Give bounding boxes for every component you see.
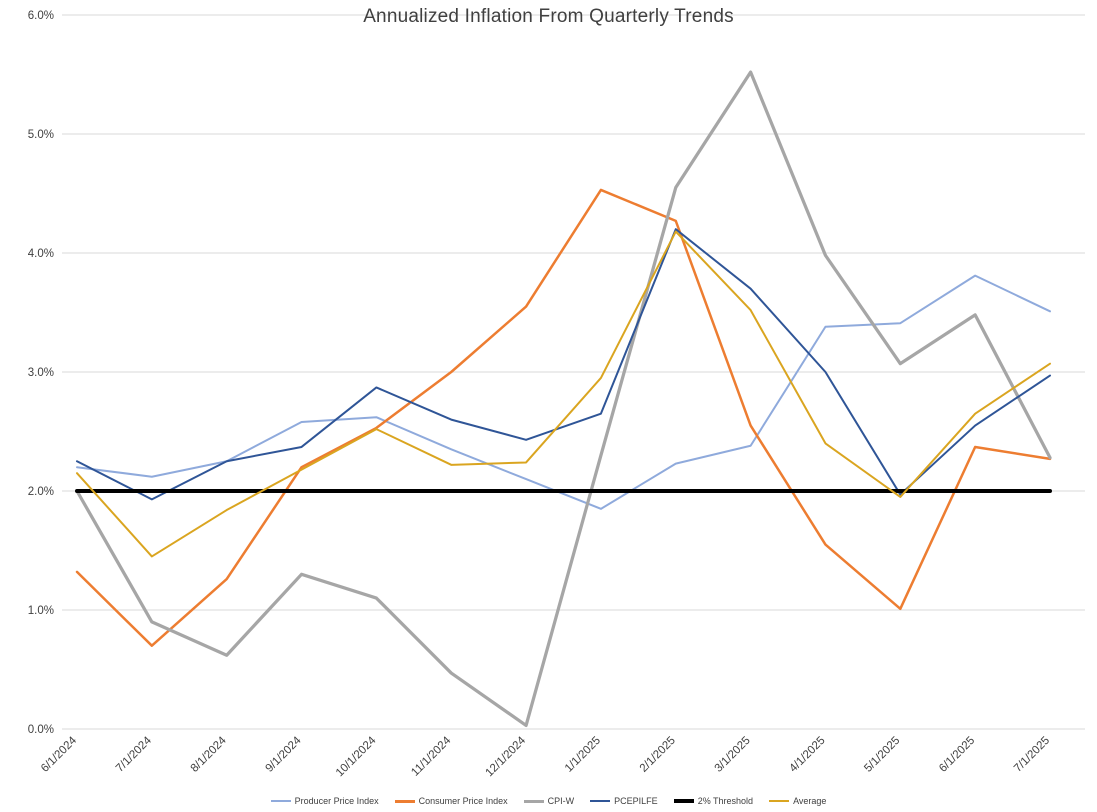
x-axis-tick-label: 2/1/2025 [638, 735, 678, 775]
legend-item-average: Average [769, 796, 826, 806]
legend-item-pcepilfe: PCEPILFE [590, 796, 658, 806]
series-line-average [76, 230, 1051, 558]
legend-item-cpi-w: CPI-W [523, 796, 575, 806]
series-line-pcepilfe [76, 228, 1051, 501]
y-axis-tick-label: 5.0% [28, 129, 54, 141]
x-axis-tick-label: 6/1/2024 [39, 734, 80, 775]
x-axis-tick-label: 6/1/2025 [937, 735, 977, 775]
legend-label: Consumer Price Index [418, 796, 508, 806]
series-line-cpi-w [75, 70, 1052, 728]
legend-label: 2% Threshold [697, 796, 754, 806]
series-line-consumer-price-index [75, 188, 1052, 647]
chart-legend: Producer Price Index Consumer Price Index… [0, 796, 1097, 806]
y-axis-tick-label: 1.0% [28, 605, 54, 617]
y-axis-tick-label: 3.0% [28, 367, 54, 379]
legend-swatch [590, 800, 611, 802]
x-axis-tick-label: 10/1/2024 [334, 734, 379, 779]
x-axis-tick-label: 4/1/2025 [787, 735, 827, 775]
legend-label: Producer Price Index [294, 796, 379, 806]
y-axis-tick-label: 2.0% [28, 486, 54, 498]
y-axis-tick-label: 4.0% [28, 248, 54, 260]
x-axis-tick-label: 12/1/2024 [484, 734, 529, 779]
x-axis-tick-label: 1/1/2025 [563, 735, 603, 775]
legend-swatch [394, 799, 415, 803]
x-axis-tick-label: 7/1/2025 [1012, 735, 1052, 775]
chart-title: Annualized Inflation From Quarterly Tren… [363, 6, 734, 27]
y-axis-tick-label: 0.0% [28, 724, 54, 736]
x-axis-tick-label: 11/1/2024 [409, 734, 453, 778]
legend-label: Average [793, 796, 827, 806]
legend-item-consumer-price-index: Consumer Price Index [394, 796, 508, 806]
series-line-producer-price-index [76, 274, 1051, 510]
x-axis-tick-label: 3/1/2025 [713, 735, 753, 775]
y-axis-tick-label: 6.0% [28, 10, 54, 22]
legend-swatch [769, 800, 790, 802]
legend-swatch [673, 799, 694, 803]
x-axis-tick-label: 5/1/2025 [862, 735, 902, 775]
x-axis-tick-label: 8/1/2024 [189, 734, 230, 775]
legend-label: PCEPILFE [614, 796, 658, 806]
legend-swatch [270, 800, 291, 802]
legend-swatch [523, 799, 544, 803]
legend-item-producer-price-index: Producer Price Index [270, 796, 379, 806]
x-axis-tick-label: 7/1/2024 [114, 734, 155, 775]
legend-label: CPI-W [547, 796, 575, 806]
x-axis-tick-label: 9/1/2024 [264, 734, 305, 775]
legend-item-2-threshold: 2% Threshold [673, 796, 754, 806]
